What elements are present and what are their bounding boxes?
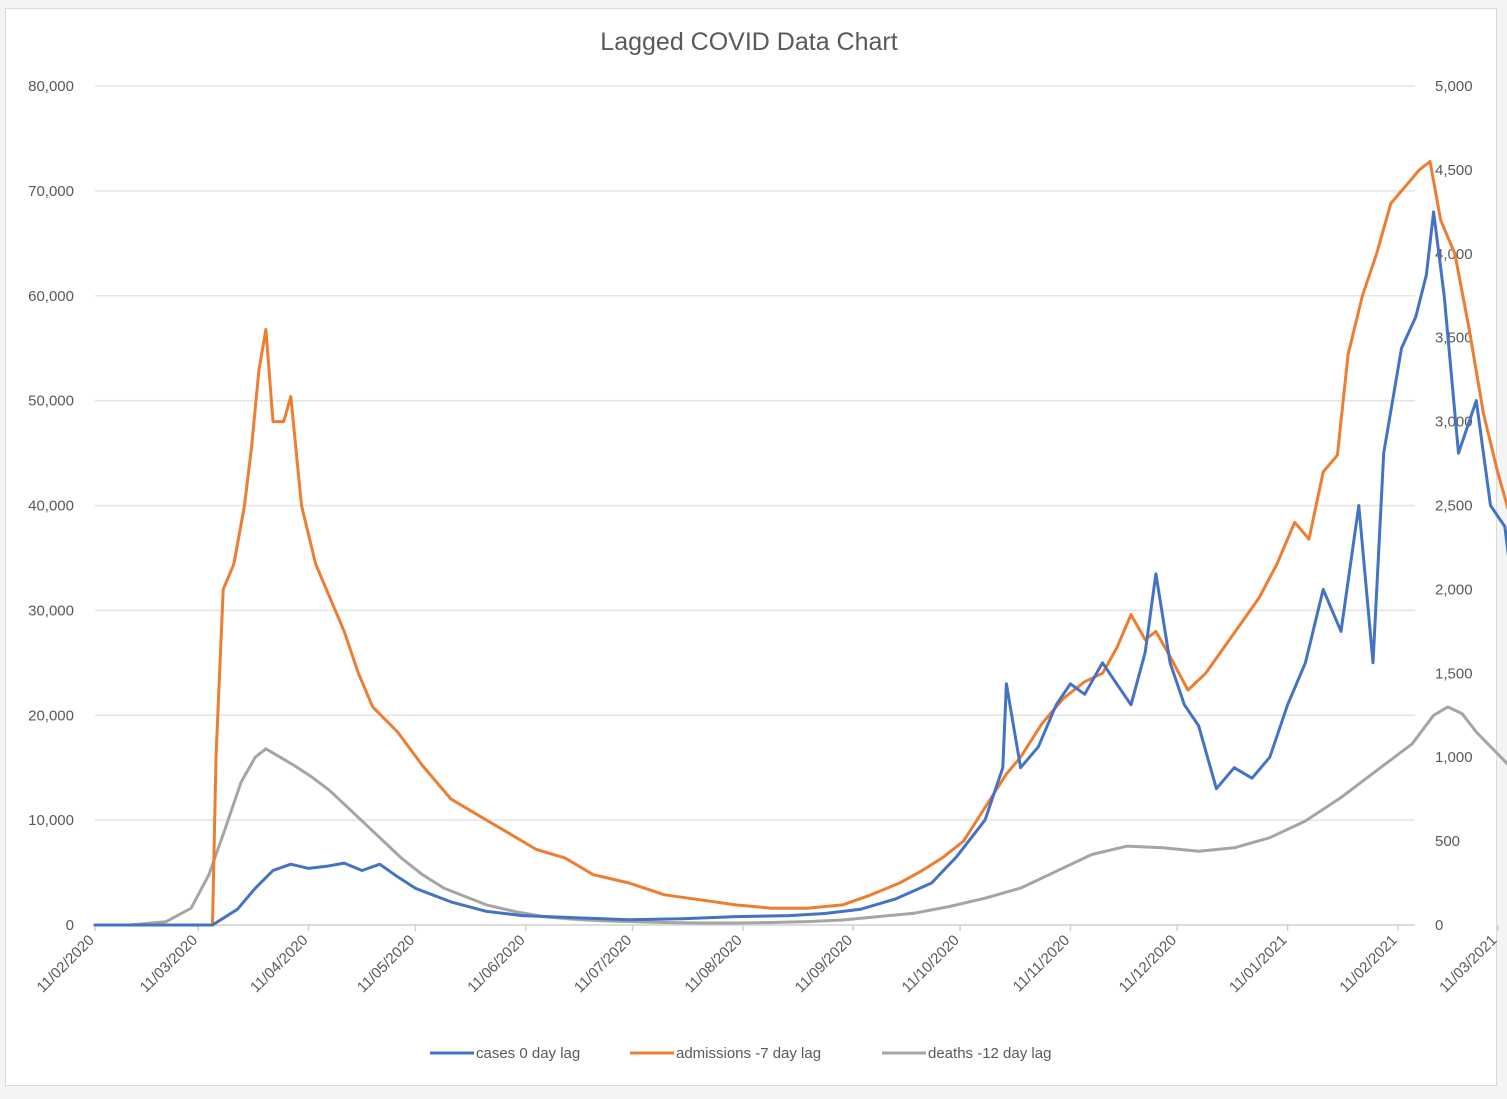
x-tick-label: 11/04/2020 [247,932,311,996]
y-right-tick-label: 3,500 [1435,330,1473,347]
y-left-tick-label: 50,000 [28,393,74,410]
y-right-tick-label: 2,500 [1435,498,1473,515]
left-axis-ticks: 0 10,000 20,000 30,000 40,000 50,000 60,000 70,… [28,78,74,934]
x-tick-label: 11/07/2020 [571,932,635,996]
y-right-tick-label: 500 [1435,833,1460,850]
y-left-tick-label: 70,000 [28,183,74,200]
x-tick-label: 11/12/2020 [1116,932,1180,996]
x-axis-ticks: 11/02/2020 11/03/2020 11/04/2020 11/05/2020… [34,925,1500,996]
series-layer [93,160,1507,927]
x-tick-label: 11/03/2021 [1436,932,1500,996]
right-axis-ticks: 05001,0001,5002,0002,5003,0003,5004,0004… [1435,78,1473,934]
x-tick-label: 11/09/2020 [792,932,856,996]
gridlines [95,85,1415,821]
series-line-cases-0-day-lag [93,210,1507,927]
chart-title: Lagged COVID Data Chart [600,28,897,56]
y-left-tick-label: 10,000 [28,812,74,829]
x-tick-label: 11/10/2020 [899,932,963,996]
x-tick-label: 11/08/2020 [681,932,745,996]
y-left-tick-label: 60,000 [28,288,74,305]
x-tick-label: 11/01/2021 [1226,932,1290,996]
y-right-tick-label: 1,500 [1435,665,1473,682]
y-right-tick-label: 4,500 [1435,162,1473,179]
legend-label: cases 0 day lag [476,1045,580,1062]
y-right-tick-label: 2,000 [1435,581,1473,598]
y-right-tick-label: 1,000 [1435,749,1473,766]
x-tick-label: 11/02/2021 [1336,932,1400,996]
x-tick-label: 11/11/2020 [1010,932,1074,996]
y-left-tick-label: 0 [66,917,74,934]
y-right-tick-label: 0 [1435,917,1443,934]
x-tick-label: 11/03/2020 [137,932,201,996]
y-right-tick-label: 5,000 [1435,78,1473,95]
y-left-tick-label: 20,000 [28,707,74,724]
y-left-tick-label: 30,000 [28,602,74,619]
x-tick-label: 11/05/2020 [354,932,418,996]
y-left-tick-label: 80,000 [28,78,74,95]
legend-label: deaths -12 day lag [928,1045,1051,1062]
y-right-tick-label: 3,000 [1435,414,1473,431]
x-tick-label: 11/06/2020 [464,932,528,996]
legend: cases 0 day lag admissions -7 day lag deat… [430,1045,1051,1062]
series-line-admissions-7-day-lag [93,160,1507,927]
legend-label: admissions -7 day lag [676,1045,821,1062]
y-left-tick-label: 40,000 [28,498,74,515]
series-line-deaths-12-day-lag [93,705,1507,927]
x-tick-label: 11/02/2020 [34,932,98,996]
